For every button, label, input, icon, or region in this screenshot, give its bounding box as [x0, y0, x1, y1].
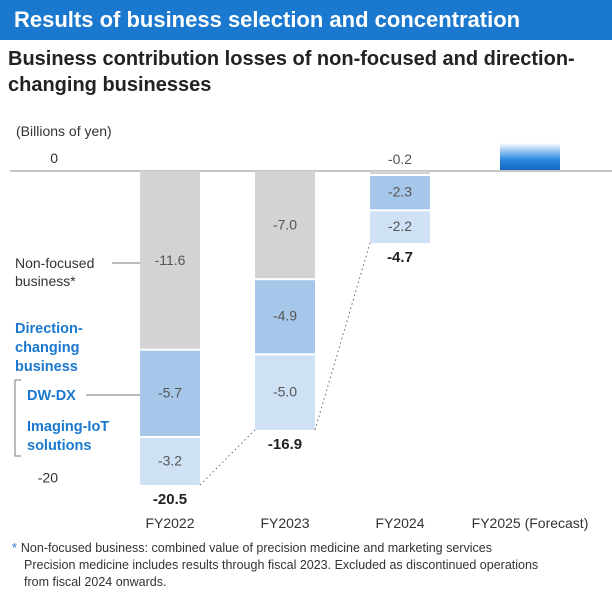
legend-dwdx: DW-DX [27, 388, 76, 404]
bar-value-label: -3.2 [158, 452, 182, 468]
y-tick-label: 0 [50, 150, 58, 166]
x-category-label: FY2024 [375, 515, 424, 531]
bar-value-label: -5.0 [273, 384, 297, 400]
x-category-label: FY2025 (Forecast) [472, 515, 589, 531]
bar-imaging-fy2024 [370, 211, 430, 243]
legend-non-focused-line2: business* [15, 273, 76, 289]
bar-value-label: -4.9 [273, 308, 297, 324]
stacked-bar-chart: (Billions of yen) 0 -20 -11.6 -5.7 -3.2 -20.5… [10, 123, 612, 531]
legend: Non-focused business* Direction- changin… [14, 255, 140, 457]
x-category-label: FY2023 [260, 515, 309, 531]
bar-dwdx-fy2022 [140, 350, 200, 436]
bar-value-label: -2.2 [388, 218, 412, 234]
footnote-1: * Non-focused business: combined value of… [12, 540, 607, 557]
bar-value-label: -7.0 [273, 217, 297, 233]
bar-non-focused-fy2023 [255, 171, 315, 279]
bar-forecast-fy2025 [500, 143, 560, 170]
bar-imaging-fy2022 [140, 437, 200, 485]
legend-direction-line2: changing [15, 340, 79, 356]
bar-value-label: -2.3 [388, 184, 412, 200]
legend-imaging-line1: Imaging-IoT [27, 419, 109, 435]
legend-direction-line3: business [15, 359, 78, 375]
bar-imaging-fy2023 [255, 355, 315, 430]
bar-dwdx-fy2023 [255, 280, 315, 354]
bar-total-label: -4.7 [387, 249, 413, 266]
subtitle-line-1: Business contribution losses of non-focu… [8, 48, 575, 70]
footnote-1-text: Non-focused business: combined value of … [20, 541, 492, 555]
legend-direction-line1: Direction- [15, 321, 83, 337]
footnotes: * Non-focused business: combined value of… [12, 540, 607, 591]
legend-non-focused-line1: Non-focused [15, 255, 94, 271]
bar-dwdx-fy2024 [370, 176, 430, 210]
y-tick-label: -20 [38, 469, 58, 485]
legend-imaging-line2: solutions [27, 438, 91, 454]
footnote-asterisk: * [12, 541, 17, 555]
x-category-label: FY2022 [145, 515, 194, 531]
bar-value-label: -5.7 [158, 384, 182, 400]
bar-total-label: -16.9 [268, 436, 302, 453]
subtitle-line-2: changing businesses [8, 74, 212, 96]
footnote-3: from fiscal 2024 onwards. [24, 575, 167, 589]
y-axis-label: (Billions of yen) [16, 123, 112, 139]
section-banner: Results of business selection and concen… [0, 0, 612, 40]
footnote-2: Precision medicine includes results thro… [24, 558, 539, 572]
bar-value-label: -0.2 [388, 151, 412, 167]
trend-connector [314, 242, 371, 430]
bar-total-label: -20.5 [153, 491, 187, 508]
legend-bracket [14, 379, 21, 457]
trend-connector [199, 429, 256, 486]
chart-subtitle: Business contribution losses of non-focu… [8, 46, 598, 98]
bar-non-focused-fy2022 [140, 171, 200, 349]
bar-non-focused-fy2024 [370, 171, 430, 175]
bar-value-label: -11.6 [155, 252, 186, 268]
